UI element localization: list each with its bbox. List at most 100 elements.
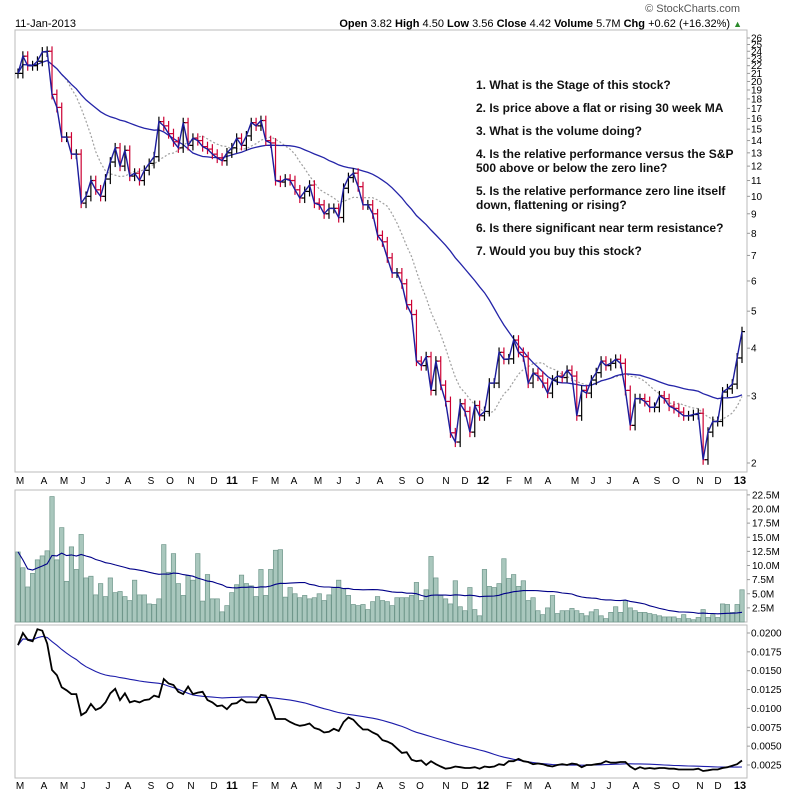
open-label: Open bbox=[339, 18, 368, 30]
date-axis-label: M bbox=[314, 476, 322, 487]
bottom-date-axis-label: D bbox=[714, 781, 721, 792]
chart-date: 11-Jan-2013 bbox=[15, 18, 76, 30]
volume-bar bbox=[151, 604, 157, 623]
volume-bar bbox=[292, 593, 298, 623]
volume-bar bbox=[73, 569, 79, 623]
volume-bar bbox=[127, 600, 133, 623]
volume-bar bbox=[418, 600, 424, 623]
volume-axis-label: 22.5M bbox=[752, 490, 780, 501]
volume-axis-label: 2.5M bbox=[752, 603, 774, 614]
date-axis-label: 13 bbox=[734, 475, 746, 487]
date-axis-label: N bbox=[442, 476, 449, 487]
date-axis-label: J bbox=[106, 476, 111, 487]
volume-bar bbox=[253, 596, 259, 623]
date-axis-label: J bbox=[607, 476, 612, 487]
volume-bar bbox=[457, 606, 463, 623]
price-axis-label: 21 bbox=[751, 69, 763, 80]
volume-axis-label: 15.0M bbox=[752, 533, 780, 544]
bottom-date-axis-label: F bbox=[252, 781, 258, 792]
bottom-date-axis-label: J bbox=[356, 781, 361, 792]
volume-bar bbox=[710, 614, 716, 623]
volume-bar bbox=[326, 594, 332, 623]
annotation-item: 7. Would you buy this stock? bbox=[476, 244, 642, 258]
volume-bar bbox=[200, 600, 206, 623]
date-axis-label: D bbox=[210, 476, 217, 487]
volume-bar bbox=[656, 615, 662, 623]
date-axis-label: A bbox=[633, 476, 640, 487]
volume-bar bbox=[360, 604, 366, 623]
volume-bar bbox=[428, 556, 434, 623]
rs-axis-label: 0.0100 bbox=[751, 704, 782, 715]
date-axis-label: A bbox=[377, 476, 384, 487]
volume-bar bbox=[613, 606, 619, 623]
annotation-item: 2. Is price above a flat or rising 30 we… bbox=[476, 101, 724, 115]
bottom-date-axis-label: M bbox=[571, 781, 579, 792]
volume-bar bbox=[729, 612, 735, 623]
date-axis-label: M bbox=[524, 476, 532, 487]
ma-10-week-line bbox=[17, 59, 743, 422]
volume-bar bbox=[20, 567, 26, 623]
volume-bar bbox=[83, 577, 89, 623]
chg-value: +0.62 (+16.32%) bbox=[648, 18, 731, 30]
volume-bar bbox=[297, 597, 303, 623]
volume-bar bbox=[341, 588, 347, 623]
volume-bar bbox=[379, 600, 385, 623]
volume-bar bbox=[520, 580, 526, 623]
quote-summary: Open 3.82 High 4.50 Low 3.56 Close 4.42 … bbox=[339, 18, 742, 30]
volume-bar bbox=[34, 559, 40, 623]
volume-bar bbox=[243, 583, 249, 623]
volume-label: Volume bbox=[554, 18, 594, 30]
volume-bar bbox=[287, 587, 293, 623]
price-axis-label: 11 bbox=[751, 176, 762, 187]
volume-bar bbox=[651, 614, 658, 623]
bottom-date-axis-label: A bbox=[125, 781, 132, 792]
bottom-date-axis-label: M bbox=[16, 781, 24, 792]
volume-bar bbox=[413, 582, 419, 623]
volume-bar bbox=[433, 577, 439, 623]
up-triangle-icon: ▲ bbox=[733, 19, 742, 29]
price-axis-label: 14 bbox=[751, 136, 763, 147]
bottom-date-axis-label: S bbox=[399, 781, 406, 792]
volume-bar bbox=[540, 614, 546, 623]
volume-bar bbox=[666, 616, 672, 623]
price-axis-label: 9 bbox=[751, 209, 757, 220]
volume-bar bbox=[695, 617, 701, 623]
annotation-item: 1. What is the Stage of this stock? bbox=[476, 78, 671, 92]
volume-bar bbox=[365, 609, 371, 623]
volume-bar bbox=[102, 596, 109, 623]
chg-label: Chg bbox=[623, 18, 645, 30]
close-label: Close bbox=[496, 18, 527, 30]
bottom-date-axis-label: J bbox=[106, 781, 111, 792]
date-axis-label: S bbox=[654, 476, 661, 487]
volume-bar bbox=[316, 593, 322, 623]
bottom-date-axis-label: M bbox=[524, 781, 532, 792]
volume-bar bbox=[506, 578, 512, 623]
date-axis-label: S bbox=[399, 476, 406, 487]
volume-bar bbox=[331, 587, 337, 623]
copyright-text: © StockCharts.com bbox=[645, 3, 740, 15]
volume-bar bbox=[146, 603, 152, 623]
volume-bar bbox=[545, 607, 551, 623]
volume-bar bbox=[642, 612, 648, 623]
volume-bar bbox=[39, 555, 45, 623]
bottom-date-axis-label: J bbox=[607, 781, 612, 792]
rs-axis-label: 0.0125 bbox=[751, 685, 782, 696]
volume-bar bbox=[68, 546, 74, 623]
volume-bar bbox=[686, 618, 692, 623]
date-axis-label: N bbox=[696, 476, 703, 487]
volume-bar bbox=[491, 587, 497, 623]
price-axis-label: 18 bbox=[751, 94, 763, 105]
volume-bar bbox=[93, 594, 99, 623]
volume-bar bbox=[676, 618, 682, 623]
bottom-date-axis-label: D bbox=[210, 781, 217, 792]
price-axis-label: 7 bbox=[751, 251, 757, 262]
date-axis-label: M bbox=[271, 476, 279, 487]
volume-bar bbox=[394, 597, 400, 623]
price-axis-label: 26 bbox=[751, 34, 763, 45]
volume-bar bbox=[661, 616, 667, 623]
volume-bar bbox=[25, 586, 31, 623]
price-axis-label: 17 bbox=[751, 104, 763, 115]
annotation-item: 5. Is the relative performance zero line… bbox=[476, 184, 726, 212]
volume-bar bbox=[190, 579, 196, 623]
volume-bar bbox=[389, 605, 395, 623]
